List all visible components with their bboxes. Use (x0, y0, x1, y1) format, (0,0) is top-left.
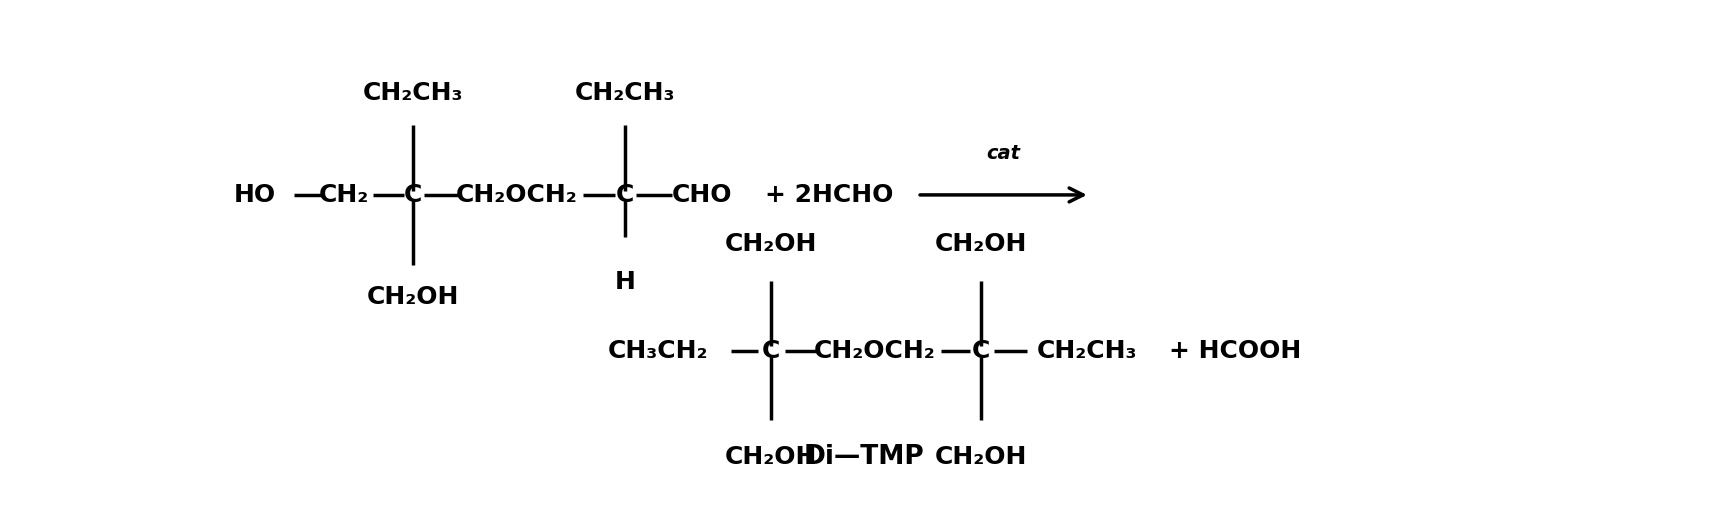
Text: CH₂CH₃: CH₂CH₃ (1037, 338, 1137, 363)
Text: + 2HCHO: + 2HCHO (765, 183, 894, 207)
Text: CH₂OH: CH₂OH (726, 232, 817, 256)
Text: C: C (972, 338, 990, 363)
Text: CH₂OCH₂: CH₂OCH₂ (813, 338, 936, 363)
Text: Di—TMP: Di—TMP (803, 444, 924, 470)
Text: CH₂OCH₂: CH₂OCH₂ (455, 183, 577, 207)
Text: H: H (615, 270, 635, 294)
Text: CH₂OH: CH₂OH (366, 285, 459, 309)
Text: C: C (404, 183, 423, 207)
Text: CH₃CH₂: CH₃CH₂ (608, 338, 709, 363)
Text: C: C (616, 183, 635, 207)
Text: CHO: CHO (673, 183, 733, 207)
Text: CH₂CH₃: CH₂CH₃ (363, 80, 464, 104)
Text: + HCOOH: + HCOOH (1169, 338, 1301, 363)
Text: CH₂OH: CH₂OH (935, 232, 1027, 256)
Text: HO: HO (235, 183, 276, 207)
Text: CH₂OH: CH₂OH (935, 445, 1027, 469)
Text: CH₂OH: CH₂OH (726, 445, 817, 469)
Text: CH₂: CH₂ (318, 183, 370, 207)
Text: cat: cat (986, 145, 1020, 163)
Text: C: C (762, 338, 781, 363)
Text: CH₂CH₃: CH₂CH₃ (575, 80, 676, 104)
